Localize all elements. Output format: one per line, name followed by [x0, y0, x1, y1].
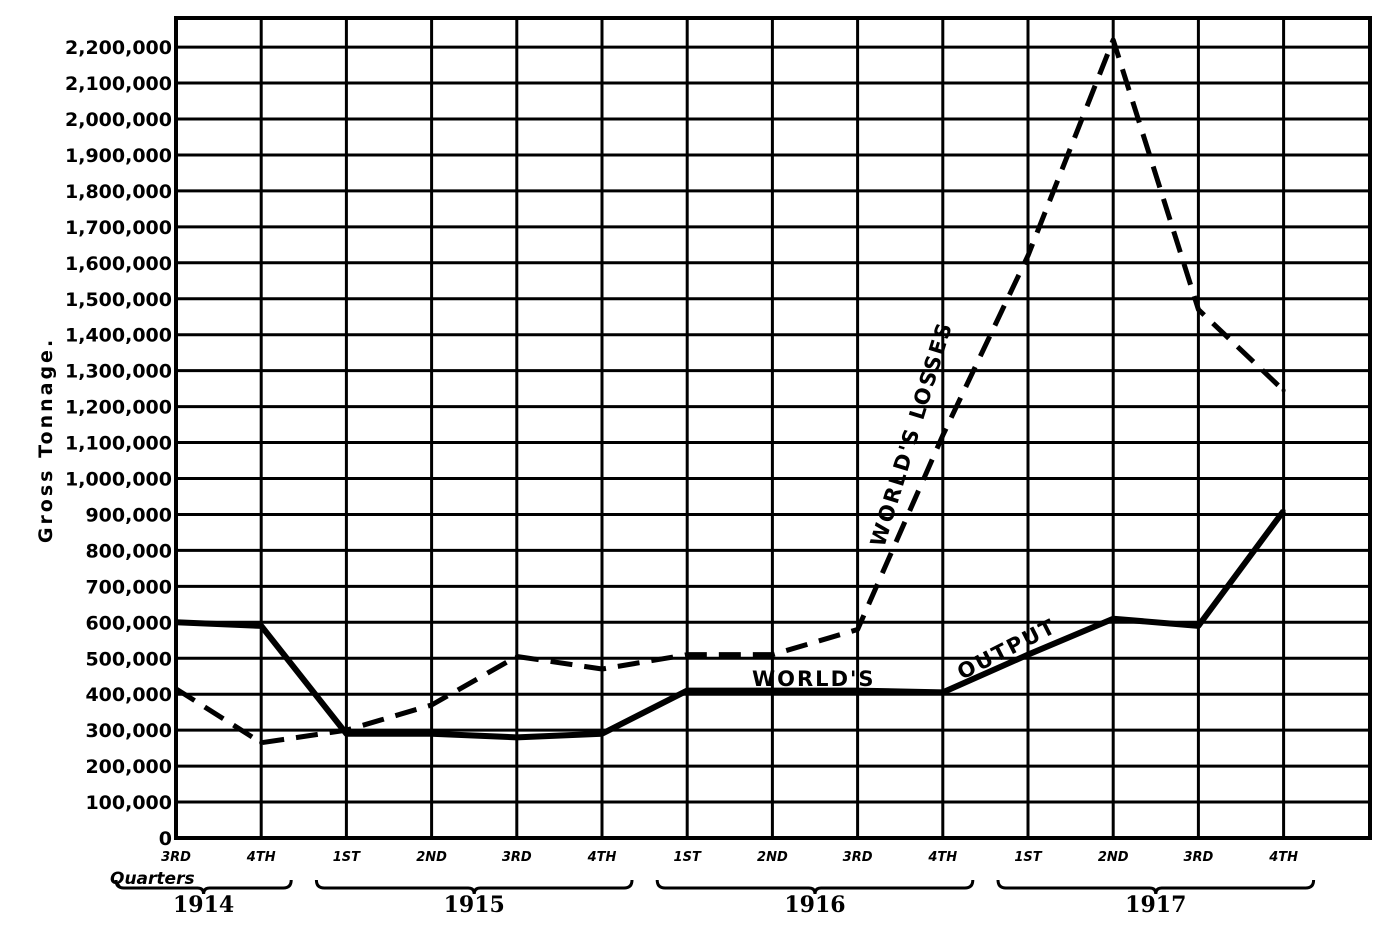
y-tick-label: 100,000 — [85, 792, 172, 814]
y-tick-label: 1,600,000 — [65, 253, 172, 275]
x-tick-label: 3RD — [1183, 850, 1213, 865]
y-tick-label: 800,000 — [85, 540, 172, 562]
y-tick-label: 2,000,000 — [65, 109, 172, 131]
y-tick-label: 600,000 — [85, 612, 172, 634]
year-bracket — [114, 879, 293, 895]
y-tick-label: 1,300,000 — [65, 361, 172, 383]
x-tick-label: 3RD — [843, 850, 873, 865]
year-bracket — [996, 879, 1316, 895]
x-tick-label: 4TH — [246, 850, 276, 865]
grid — [174, 16, 1372, 840]
x-tick-label: 1ST — [1014, 850, 1042, 865]
x-tick-labels: 3RD 4TH 1ST 2ND 3RD 4TH 1ST 2ND 3RD 4TH 1ST 2ND 3RD 4… — [161, 850, 1298, 865]
y-tick-label: 0 — [159, 828, 172, 850]
y-tick-label: 2,100,000 — [65, 73, 172, 95]
y-axis-label: Gross Tonnage. — [35, 337, 57, 543]
x-tick-label: 1ST — [333, 850, 361, 865]
data-point — [514, 654, 519, 659]
y-tick-label: 900,000 — [85, 504, 172, 526]
y-tick-label: 2,200,000 — [65, 37, 172, 59]
data-point — [429, 702, 434, 707]
y-tick-label: 1,100,000 — [65, 433, 172, 455]
y-tick-label: 300,000 — [85, 720, 172, 742]
data-point — [685, 688, 690, 693]
output-label-worlds: WORLD'S — [752, 667, 876, 691]
data-point — [259, 740, 264, 745]
y-tick-label: 1,700,000 — [65, 217, 172, 239]
data-point — [770, 652, 775, 657]
y-tick-label: 1,200,000 — [65, 397, 172, 419]
data-point — [600, 667, 604, 672]
y-tick-label: 500,000 — [85, 648, 172, 670]
x-tick-label: 1ST — [674, 850, 702, 865]
data-point — [1111, 37, 1116, 42]
data-point — [1196, 623, 1201, 628]
y-tick-label: 1,800,000 — [65, 181, 172, 203]
data-point — [940, 690, 945, 695]
year-label: 1915 — [444, 892, 505, 918]
data-point — [174, 686, 178, 691]
data-point — [940, 433, 945, 438]
data-point — [855, 627, 860, 632]
data-point — [259, 623, 264, 628]
year-groups: 1914 1915 1916 1917 — [114, 879, 1316, 918]
data-point — [600, 731, 604, 736]
data-point — [429, 731, 434, 736]
data-point — [1026, 652, 1030, 657]
y-tick-label: 1,900,000 — [65, 145, 172, 167]
data-point — [685, 652, 690, 657]
y-tick-label: 1,500,000 — [65, 289, 172, 311]
series-lines — [174, 37, 1287, 746]
data-point — [344, 728, 349, 733]
y-tick-label: 200,000 — [85, 756, 172, 778]
data-point — [1026, 253, 1030, 258]
x-tick-label: 2ND — [757, 850, 788, 865]
year-bracket — [655, 879, 975, 895]
x-tick-label: 2ND — [1098, 850, 1129, 865]
y-tick-label: 700,000 — [85, 576, 172, 598]
x-tick-label: 4TH — [1268, 850, 1298, 865]
x-tick-label: 2ND — [416, 850, 447, 865]
x-axis-label: Quarters — [110, 869, 195, 889]
data-point — [174, 620, 178, 625]
year-label: 1916 — [784, 892, 845, 918]
year-bracket — [314, 879, 634, 895]
output-line — [175, 509, 1287, 741]
data-point — [770, 688, 775, 693]
losses-line — [174, 37, 1286, 746]
x-tick-label: 3RD — [161, 850, 191, 865]
year-label: 1917 — [1125, 892, 1186, 918]
y-tick-label: 400,000 — [85, 684, 172, 706]
y-tick-labels: 0 100,000 200,000 300,000 400,000 500,000 600,… — [65, 37, 172, 850]
data-point — [1281, 388, 1286, 393]
y-tick-label: 1,400,000 — [65, 325, 172, 347]
x-tick-label: 3RD — [502, 850, 532, 865]
data-point — [855, 688, 860, 693]
y-tick-label: 1,000,000 — [65, 469, 172, 491]
x-tick-label: 4TH — [587, 850, 617, 865]
data-point — [1111, 616, 1116, 621]
year-label: 1914 — [173, 892, 234, 918]
data-point — [1196, 307, 1201, 312]
data-point — [1281, 508, 1286, 513]
x-tick-label: 4TH — [927, 850, 957, 865]
data-point — [514, 735, 519, 740]
